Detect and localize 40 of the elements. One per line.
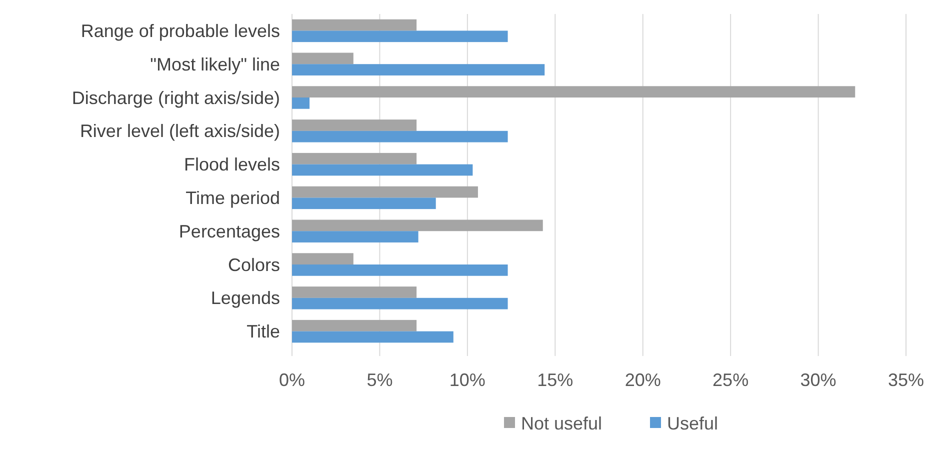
x-tick-label: 25% [712, 370, 749, 390]
y-tick-label: Percentages [178, 221, 280, 242]
y-tick-label: Legends [210, 288, 280, 308]
y-tick-label: Flood levels [184, 154, 280, 175]
y-tick-label: "Most likely" line [150, 54, 280, 74]
bar [292, 286, 417, 298]
x-tick-label: 0% [278, 370, 306, 390]
y-tick-label: Range of probable levels [80, 21, 280, 41]
bar [292, 264, 508, 276]
bar [292, 298, 508, 310]
y-tick-label: Title [246, 322, 280, 342]
bar [292, 120, 417, 131]
y-tick-label: Discharge (right axis/side) [72, 88, 280, 108]
bar [292, 86, 856, 98]
x-tick-label: 30% [800, 370, 836, 390]
x-tick-label: 10% [449, 370, 486, 390]
bar [292, 152, 417, 164]
bar [292, 231, 418, 242]
bar [292, 130, 508, 142]
x-tick-label: 15% [537, 370, 574, 390]
bar [292, 198, 436, 210]
bar [292, 220, 543, 232]
x-tick-label: 20% [624, 370, 661, 390]
bar [292, 253, 354, 264]
bar [292, 30, 508, 42]
y-tick-label: Colors [228, 254, 280, 275]
bar [292, 19, 417, 31]
bar [292, 320, 417, 332]
legend-label: Useful [667, 413, 718, 434]
bar [292, 186, 478, 198]
bar [292, 64, 545, 76]
x-tick-label: 35% [888, 370, 924, 390]
bar [292, 98, 310, 109]
y-tick-label: Time period [186, 188, 280, 208]
bar [292, 164, 473, 176]
legend-label: Not useful [521, 413, 602, 434]
y-tick-label: River level (left axis/side) [80, 121, 280, 142]
bar [292, 52, 354, 64]
bar [292, 331, 454, 343]
x-tick-label: 5% [366, 370, 393, 390]
